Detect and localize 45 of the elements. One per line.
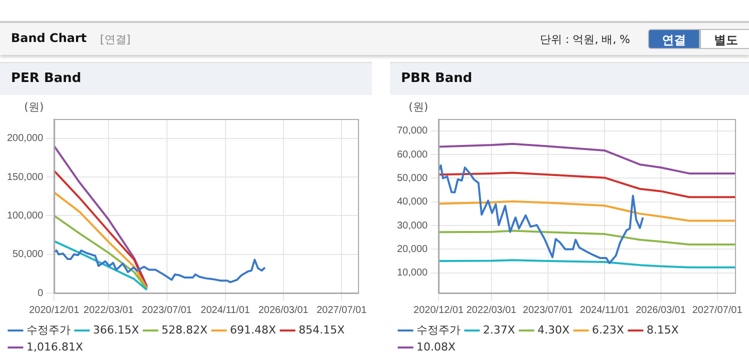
legend-label: 854.15X <box>298 323 346 336</box>
legend-label: 1,016.81X <box>26 340 84 354</box>
x-tick-label: 2020/12/01 <box>414 304 464 316</box>
legend-label: 2.37X <box>483 323 516 336</box>
legend-label: 수정주가 <box>416 323 460 336</box>
x-tick-label: 2022/03/01 <box>466 304 517 316</box>
y-tick-label: 0 <box>38 288 44 299</box>
y-tick-label: 150,000 <box>6 172 44 183</box>
y-tick-label: 20,000 <box>396 244 428 255</box>
y-tick-label: 200,000 <box>6 133 44 144</box>
y-axis-title: (원) <box>24 100 44 114</box>
text: 단위 : 억원, 배, % <box>540 32 630 47</box>
text: 별도 <box>700 29 749 49</box>
x-tick-label: 2024/11/01 <box>200 304 250 316</box>
legend-label: 528.82X <box>162 323 208 336</box>
legend-label: 366.15X <box>93 323 140 336</box>
y-tick-label: 30,000 <box>396 220 428 232</box>
x-tick-label: 2026/03/01 <box>636 304 686 316</box>
legend-label: 수정주가 <box>26 323 70 336</box>
x-tick-label: 2020/12/01 <box>29 304 80 316</box>
y-tick-label: 100,000 <box>6 210 44 222</box>
legend-label: 8.15X <box>646 323 680 336</box>
y-tick-label: 60,000 <box>396 149 428 160</box>
y-tick-label: 50,000 <box>12 249 44 260</box>
text: [연결] <box>100 32 131 47</box>
legend-label: 10.08X <box>416 340 456 354</box>
chart-title: PBR Band <box>390 62 749 95</box>
x-tick-label: 2027/07/01 <box>316 304 368 316</box>
x-tick-label: 2024/11/01 <box>580 304 630 316</box>
y-tick-label: 50,000 <box>396 172 428 184</box>
text: 연결 <box>648 29 700 49</box>
y-tick-label: 40,000 <box>396 196 428 208</box>
y-axis-title: (원) <box>408 100 428 114</box>
chart-title: PER Band <box>0 62 372 95</box>
y-tick-label: 10,000 <box>396 268 428 279</box>
text: Band Chart <box>11 31 87 45</box>
legend-label: 691.48X <box>230 323 277 336</box>
x-tick-label: 2027/07/01 <box>692 304 743 316</box>
x-tick-label: 2023/07/01 <box>522 304 574 316</box>
x-tick-label: 2026/03/01 <box>258 304 309 316</box>
y-tick-label: 70,000 <box>396 126 428 137</box>
legend-label: 6.23X <box>592 323 625 336</box>
x-tick-label: 2023/07/01 <box>142 304 192 316</box>
legend-label: 4.30X <box>538 323 570 336</box>
x-tick-label: 2022/03/01 <box>84 304 134 316</box>
